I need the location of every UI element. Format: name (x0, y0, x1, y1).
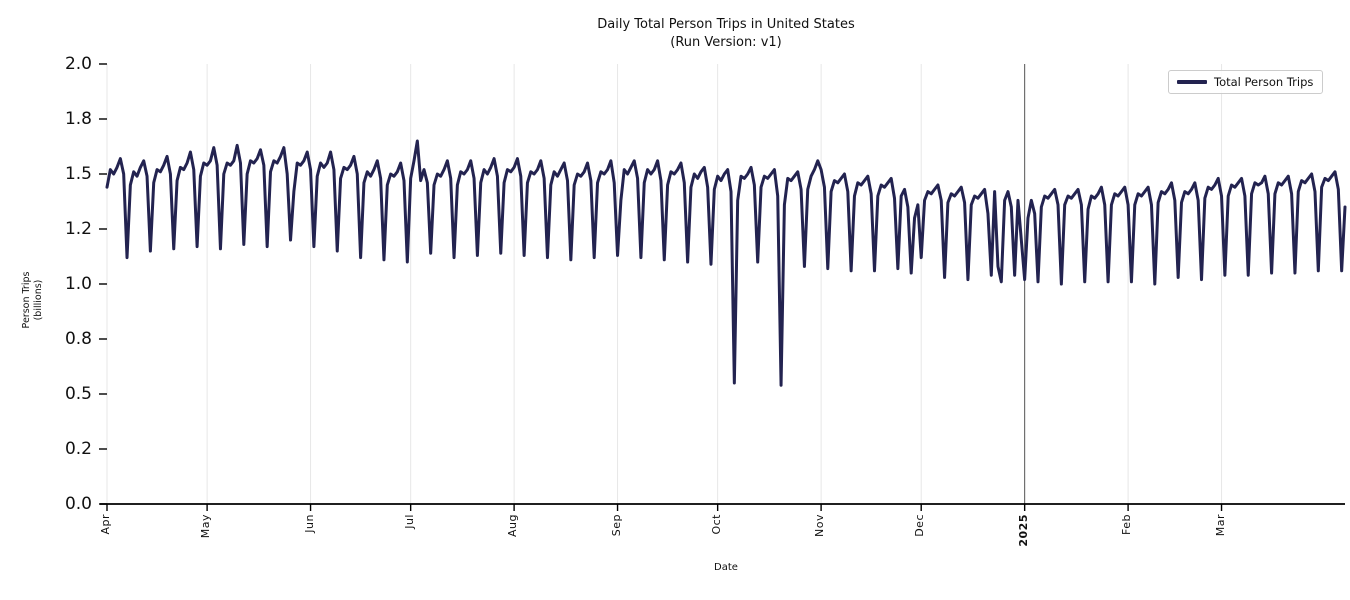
x-tick-label: Jun (302, 514, 316, 533)
x-tick-label: Sep (609, 514, 623, 537)
total-person-trips-line (105, 139, 1347, 387)
x-tick-label: Jul (402, 514, 416, 529)
y-tick-label: 0.5 (64, 384, 92, 404)
y-axis-label-line2: (billions) (33, 279, 44, 321)
y-tick-label: 1.8 (64, 109, 92, 129)
x-tick-label: Oct (709, 514, 723, 535)
chart-title: Daily Total Person Trips in United State… (107, 16, 1345, 52)
y-tick-label: 1.2 (64, 219, 92, 239)
y-tick-label: 0.0 (64, 494, 92, 514)
legend-label: Total Person Trips (1214, 75, 1314, 89)
x-axis-label: Date (714, 562, 738, 573)
x-tick-label: Feb (1120, 514, 1134, 535)
legend-line-swatch (1177, 80, 1207, 84)
chart-title-line2: (Run Version: v1) (670, 35, 782, 50)
legend: Total Person Trips (1168, 70, 1324, 94)
x-tick-label: Dec (913, 514, 927, 537)
x-tick-label: Aug (506, 514, 520, 537)
y-tick-label: 0.8 (64, 329, 92, 349)
x-tick-label: May (199, 514, 213, 539)
y-tick-label: 1.0 (64, 274, 92, 294)
data-series-line (105, 139, 1347, 387)
y-axis-label: Person Trips (billions) (21, 229, 45, 371)
x-tick-label: Mar (1213, 514, 1227, 537)
y-tick-label: 0.2 (64, 439, 92, 459)
x-tick-label: Nov (813, 514, 827, 537)
x-tick-label: 2025 (1016, 514, 1030, 547)
chart-title-line1: Daily Total Person Trips in United State… (597, 17, 855, 32)
y-axis-label-line1: Person Trips (21, 271, 32, 329)
y-tick-label: 2.0 (64, 54, 92, 74)
axis-spine-and-ticks (99, 63, 1345, 511)
x-tick-label: Apr (99, 514, 112, 535)
month-gridlines (106, 64, 1223, 504)
y-tick-label: 1.5 (64, 164, 92, 184)
